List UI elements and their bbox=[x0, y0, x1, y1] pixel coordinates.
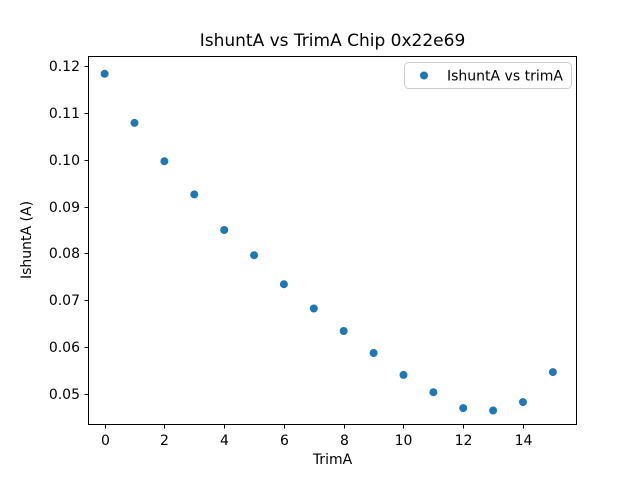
scatter-point bbox=[220, 226, 229, 234]
y-axis-label: IshuntA (A) bbox=[19, 201, 35, 279]
scatter-point bbox=[190, 190, 199, 199]
x-tick-label: 2 bbox=[160, 433, 169, 449]
x-tick-label: 12 bbox=[455, 433, 473, 449]
y-tick-label: 0.08 bbox=[49, 246, 80, 262]
scatter-point bbox=[459, 404, 468, 413]
scatter-point bbox=[548, 368, 557, 377]
scatter-point bbox=[100, 69, 109, 78]
y-tick-label: 0.12 bbox=[49, 59, 80, 75]
chart-title: IshuntA vs TrimA Chip 0x22e69 bbox=[200, 31, 466, 51]
scatter-point bbox=[519, 398, 527, 407]
scatter-point bbox=[489, 406, 498, 415]
x-tick-label: 10 bbox=[395, 433, 413, 449]
scatter-point bbox=[369, 349, 378, 357]
legend-marker-icon bbox=[420, 71, 428, 80]
scatter-points bbox=[100, 69, 557, 415]
x-tick-label: 14 bbox=[515, 433, 533, 449]
scatter-point bbox=[279, 280, 288, 289]
y-tick-label: 0.07 bbox=[49, 293, 80, 309]
x-axis-ticks: 0 2 4 6 8 10 12 14 bbox=[101, 424, 533, 449]
x-tick-label: 8 bbox=[340, 433, 349, 449]
scatter-point bbox=[250, 251, 259, 260]
scatter-point bbox=[339, 327, 348, 335]
y-tick-label: 0.10 bbox=[49, 153, 80, 169]
y-tick-label: 0.06 bbox=[49, 340, 80, 356]
legend: IshuntA vs trimA bbox=[404, 62, 572, 89]
legend-label: IshuntA vs trimA bbox=[447, 69, 563, 85]
y-tick-label: 0.09 bbox=[49, 200, 80, 216]
y-tick-label: 0.11 bbox=[49, 106, 80, 122]
x-tick-label: 6 bbox=[280, 433, 289, 449]
x-tick-label: 4 bbox=[220, 433, 229, 449]
scatter-point bbox=[429, 388, 438, 397]
scatter-point bbox=[399, 370, 408, 379]
x-axis-label: TrimA bbox=[312, 452, 353, 468]
legend-box bbox=[404, 62, 572, 89]
y-axis-ticks: 0.05 0.06 0.07 0.08 0.09 0.10 0.11 0.12 bbox=[49, 59, 89, 403]
plot-area bbox=[88, 56, 577, 425]
scatter-point bbox=[160, 157, 169, 166]
scatter-point bbox=[309, 304, 318, 313]
scatter-point bbox=[130, 118, 139, 127]
y-tick-label: 0.05 bbox=[49, 387, 80, 403]
x-tick-label: 0 bbox=[101, 433, 110, 449]
